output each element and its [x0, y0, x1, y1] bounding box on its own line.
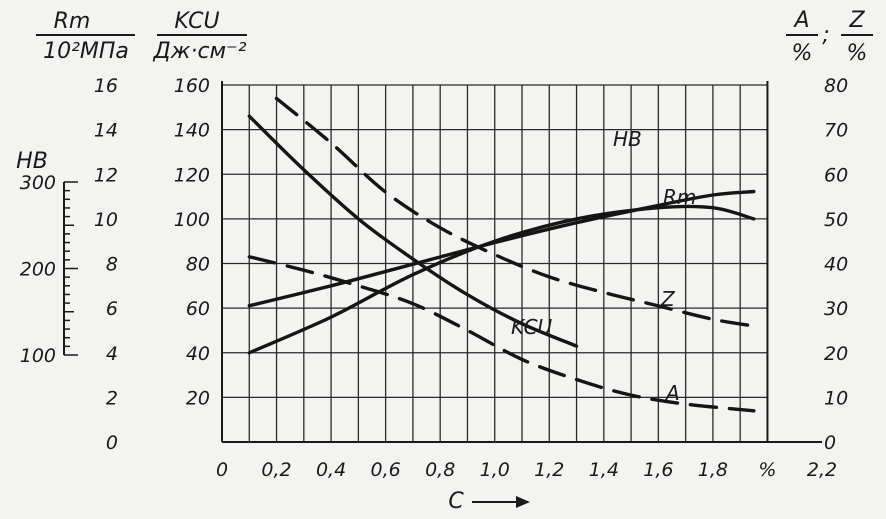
x-tick-label: 1,2	[534, 459, 564, 481]
az-separator: ;	[822, 23, 829, 48]
tick-labels: 0 2 4 6 8 10 12 14 16 20 40 60 80 100 120 140 160 0 10 20 30…	[20, 75, 848, 481]
x-tick-label: 0,6	[371, 459, 401, 481]
rm-tick-label: 2	[106, 387, 118, 409]
x-tick-label: 1,8	[698, 459, 728, 481]
az-tick-label: 50	[824, 209, 848, 231]
series-line-rm	[247, 204, 756, 355]
rm-tick-label: 6	[106, 298, 118, 320]
az-tick-label: 40	[824, 254, 848, 276]
az-axis-header: A % ; Z %	[786, 8, 873, 66]
rm-series-label: Rm	[663, 185, 696, 209]
kcu-axis-header: KCU Дж·см⁻²	[152, 9, 247, 64]
x-tick-label: 0,4	[316, 459, 346, 481]
kcu-label: KCU	[174, 9, 219, 34]
rm-tick-label: 8	[106, 254, 118, 276]
kcu-tick-label: 120	[174, 164, 210, 186]
rm-tick-label: 4	[106, 343, 118, 365]
z-label: Z	[848, 8, 865, 33]
x-axis-arrow	[472, 496, 530, 508]
a-unit: %	[792, 41, 813, 66]
hb-series-label: HB	[613, 127, 642, 151]
hb-axis-label: HB	[16, 149, 48, 174]
rm-unit: 10²МПа	[43, 39, 129, 64]
plot-axes	[63, 81, 822, 443]
rm-tick-label: 12	[94, 164, 118, 186]
kcu-tick-label: 140	[174, 120, 210, 142]
az-tick-label: 30	[824, 298, 848, 320]
z-series-label: Z	[660, 287, 676, 311]
x-tick-label: 0,8	[425, 459, 455, 481]
hb-tick-label: 100	[20, 345, 56, 367]
z-unit: %	[847, 41, 868, 66]
kcu-tick-label: 80	[186, 254, 210, 276]
az-tick-label: 80	[824, 75, 848, 97]
hb-tick-label: 200	[20, 259, 56, 281]
x-tick-label: 2,2	[807, 459, 837, 481]
series-line-hb	[247, 189, 756, 308]
series-curves	[247, 96, 756, 413]
plot-grid	[222, 84, 769, 442]
kcu-tick-label: 60	[186, 298, 210, 320]
az-tick-label: 0	[824, 432, 836, 454]
rm-tick-label: 16	[94, 75, 118, 97]
x-axis-label: C	[448, 489, 464, 514]
x-tick-label: 1,0	[480, 459, 510, 481]
kcu-unit: Дж·см⁻²	[152, 39, 246, 64]
rm-tick-label: 0	[106, 432, 118, 454]
rm-tick-label: 14	[94, 120, 118, 142]
series-line-z	[274, 96, 756, 328]
rm-axis-header: Rm 10²МПа	[36, 9, 135, 64]
kcu-tick-label: 160	[174, 75, 210, 97]
x-tick-label: 1,6	[643, 459, 673, 481]
kcu-tick-label: 20	[186, 387, 210, 409]
series-line-kcu	[247, 114, 579, 348]
rm-tick-label: 10	[94, 209, 118, 231]
kcu-series-label: KCU	[511, 315, 553, 339]
x-tick-label: 1,4	[589, 459, 619, 481]
az-tick-label: 60	[824, 164, 848, 186]
az-tick-label: 70	[824, 120, 848, 142]
x-tick-label: %	[758, 459, 776, 481]
x-tick-label: 0	[216, 459, 228, 481]
kcu-tick-label: 40	[186, 343, 210, 365]
a-label: A	[792, 8, 809, 33]
rm-label: Rm	[54, 9, 91, 34]
x-tick-label: 0,2	[261, 459, 291, 481]
kcu-tick-label: 100	[174, 209, 210, 231]
az-tick-label: 20	[824, 343, 848, 365]
series-line-a	[247, 255, 756, 413]
a-series-label: A	[664, 381, 680, 405]
az-tick-label: 10	[824, 387, 848, 409]
hb-tick-label: 300	[20, 172, 56, 194]
